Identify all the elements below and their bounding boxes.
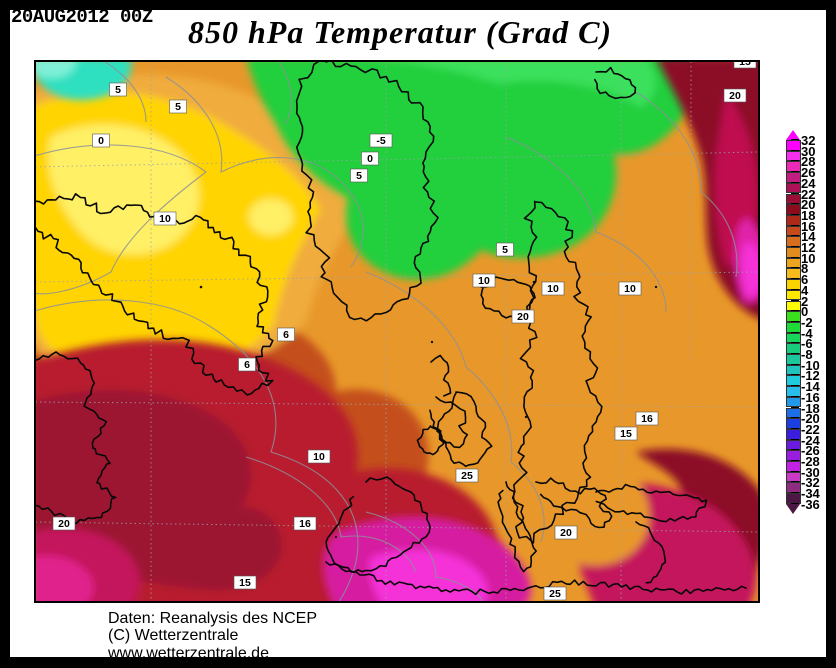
svg-text:10: 10: [478, 275, 490, 287]
svg-text:16: 16: [641, 413, 653, 425]
svg-text:6: 6: [244, 359, 250, 371]
svg-text:20: 20: [58, 518, 70, 530]
svg-text:0: 0: [98, 135, 104, 147]
svg-text:5: 5: [175, 101, 181, 113]
svg-text:5: 5: [356, 170, 362, 182]
svg-text:16: 16: [299, 518, 311, 530]
svg-text:15: 15: [739, 62, 751, 68]
svg-text:20: 20: [517, 311, 529, 323]
svg-text:5: 5: [502, 244, 508, 256]
svg-text:10: 10: [624, 283, 636, 295]
svg-text:25: 25: [461, 470, 473, 482]
svg-text:10: 10: [547, 283, 559, 295]
svg-text:20: 20: [560, 527, 572, 539]
svg-text:10: 10: [159, 213, 171, 225]
svg-text:-5: -5: [376, 135, 385, 147]
svg-text:5: 5: [115, 84, 121, 96]
svg-text:15: 15: [620, 428, 632, 440]
svg-text:10: 10: [313, 451, 325, 463]
svg-text:20: 20: [729, 90, 741, 102]
svg-text:6: 6: [283, 329, 289, 341]
svg-text:15: 15: [239, 577, 251, 589]
svg-text:0: 0: [367, 153, 373, 165]
svg-text:25: 25: [549, 588, 561, 600]
